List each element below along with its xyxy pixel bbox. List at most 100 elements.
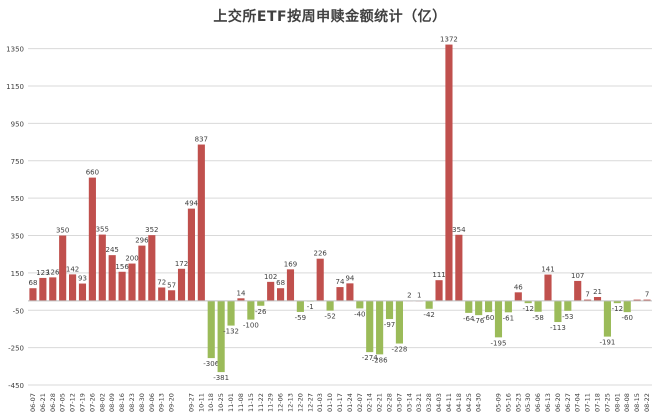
bar [455, 234, 463, 301]
data-label: -195 [491, 339, 507, 347]
x-tick-label: 09-27 [187, 393, 195, 412]
data-label: -60 [622, 314, 633, 322]
x-tick-label: 08-23 [128, 393, 136, 412]
bar [177, 268, 186, 301]
data-label: 7 [585, 291, 589, 299]
y-tick-label: 950 [11, 120, 24, 128]
data-label: 355 [96, 226, 109, 234]
bar [128, 263, 136, 301]
data-label: -97 [384, 321, 395, 329]
y-tick-label: 1150 [6, 83, 24, 91]
data-label: 1372 [440, 36, 458, 44]
x-tick-label: 08-22 [643, 393, 651, 412]
data-label: 354 [452, 226, 466, 234]
data-label: -12 [612, 305, 623, 313]
data-label: -76 [473, 317, 485, 325]
bar [554, 300, 562, 323]
data-label: 57 [167, 281, 176, 289]
bar [69, 274, 77, 301]
x-tick-label: 05-16 [504, 393, 512, 412]
x-tick-label: 09-13 [158, 393, 166, 412]
bar [574, 280, 582, 301]
x-tick-label: 06-06 [534, 393, 542, 412]
x-tick-label: 01-17 [336, 393, 344, 412]
data-label: -113 [550, 324, 566, 332]
bar [168, 290, 176, 301]
data-label: 102 [264, 273, 277, 281]
data-label: 123 [36, 269, 49, 277]
data-label: 172 [175, 260, 188, 268]
data-label: 68 [28, 279, 37, 287]
bar [277, 288, 285, 301]
bar [395, 300, 403, 344]
bar [257, 300, 265, 306]
x-tick-label: 10-25 [217, 393, 225, 412]
bar [326, 300, 334, 311]
bar [237, 298, 245, 301]
x-tick-label: 06-27 [564, 393, 572, 412]
data-label: -58 [532, 314, 543, 322]
bar [504, 300, 512, 313]
bar [366, 300, 374, 353]
y-tick-label: 750 [11, 158, 24, 166]
bar [475, 300, 483, 316]
bar [138, 245, 146, 301]
y-tick-label: -50 [13, 307, 24, 315]
bar [217, 300, 225, 373]
bar [584, 299, 592, 301]
x-tick-label: 03-07 [395, 393, 403, 412]
x-tick-label: 10-18 [207, 393, 215, 412]
data-label: 107 [571, 272, 584, 280]
x-tick-label: 04-03 [435, 393, 443, 412]
bar [197, 144, 205, 301]
bar [534, 300, 542, 312]
x-tick-label: 11-22 [257, 393, 265, 412]
x-tick-label: 03-28 [425, 393, 433, 412]
bar [346, 283, 354, 301]
chart-title: 上交所ETF按周申赎金额统计（亿） [213, 9, 447, 25]
x-tick-label: 07-11 [584, 393, 592, 412]
data-label: 74 [336, 278, 345, 286]
bar [494, 300, 503, 338]
data-label: -132 [223, 328, 239, 336]
y-tick-label: -450 [8, 382, 24, 390]
bar [376, 300, 384, 355]
x-tick-label: 11-01 [227, 393, 235, 412]
data-label: -26 [255, 308, 267, 316]
bar [524, 300, 532, 304]
data-label: -60 [483, 314, 494, 322]
y-tick-label: 350 [11, 233, 24, 241]
bar [485, 300, 493, 313]
x-tick-label: 01-10 [326, 393, 334, 412]
x-tick-label: 05-30 [524, 393, 532, 412]
bar [425, 300, 433, 309]
data-label: -52 [324, 313, 335, 321]
data-label: 352 [145, 226, 158, 234]
x-tick-label: 09-06 [148, 393, 156, 412]
bar [247, 300, 255, 320]
x-tick-label: 01-03 [316, 393, 324, 412]
x-tick-label: 06-07 [29, 393, 37, 412]
x-tick-label: 08-09 [108, 393, 116, 412]
data-label: -381 [213, 374, 229, 382]
data-label: -100 [243, 322, 259, 330]
x-tick-label: 11-08 [237, 393, 245, 412]
bar [435, 280, 443, 301]
data-label: 837 [195, 136, 208, 144]
y-tick-label: -250 [8, 345, 24, 353]
data-label: 111 [432, 271, 445, 279]
bar [514, 292, 522, 301]
x-tick-label: 12-06 [277, 393, 285, 412]
bar [544, 274, 552, 301]
y-tick-label: 550 [11, 195, 24, 203]
y-tick-label: 1350 [6, 46, 24, 54]
bar [633, 299, 641, 301]
bar [207, 300, 215, 359]
bar [29, 288, 37, 301]
x-tick-label: 12-20 [296, 393, 304, 412]
x-tick-label: 03-14 [405, 393, 413, 412]
x-tick-label: 10-11 [197, 393, 205, 412]
data-label: 68 [276, 279, 285, 287]
data-label: -40 [354, 310, 365, 318]
